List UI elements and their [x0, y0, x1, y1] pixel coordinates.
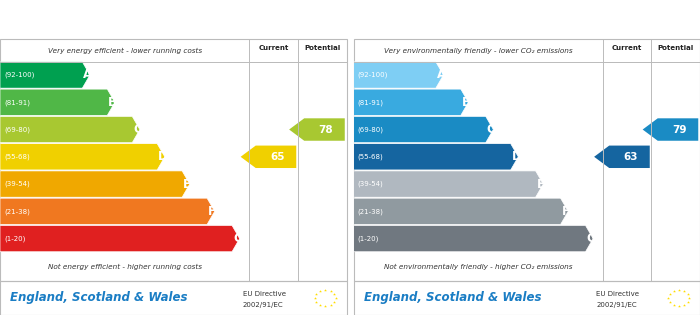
Polygon shape	[0, 198, 215, 225]
Text: B: B	[108, 96, 118, 109]
Polygon shape	[643, 118, 699, 141]
Text: E: E	[183, 178, 191, 191]
Text: (39-54): (39-54)	[358, 181, 384, 187]
Text: G: G	[587, 232, 596, 245]
Polygon shape	[594, 146, 650, 168]
Polygon shape	[354, 116, 494, 143]
Text: C: C	[133, 123, 142, 136]
Text: A: A	[83, 68, 92, 82]
Text: (21-38): (21-38)	[4, 208, 30, 215]
Text: (81-91): (81-91)	[358, 99, 384, 106]
Text: England, Scotland & Wales: England, Scotland & Wales	[364, 291, 541, 305]
Text: Current: Current	[612, 45, 643, 51]
Text: B: B	[462, 96, 471, 109]
Text: Very energy efficient - lower running costs: Very energy efficient - lower running co…	[48, 48, 202, 54]
Text: (55-68): (55-68)	[4, 153, 30, 160]
Polygon shape	[241, 146, 296, 168]
Text: Not environmentally friendly - higher CO₂ emissions: Not environmentally friendly - higher CO…	[384, 264, 573, 270]
Text: England, Scotland & Wales: England, Scotland & Wales	[10, 291, 188, 305]
Text: Current: Current	[258, 45, 289, 51]
Text: Potential: Potential	[304, 45, 340, 51]
Text: EU Directive: EU Directive	[596, 291, 639, 297]
Text: (92-100): (92-100)	[4, 72, 34, 78]
Polygon shape	[354, 171, 543, 197]
Text: Very environmentally friendly - lower CO₂ emissions: Very environmentally friendly - lower CO…	[384, 48, 573, 54]
Text: 63: 63	[624, 152, 638, 162]
Polygon shape	[0, 144, 164, 170]
Text: Energy Efficiency Rating: Energy Efficiency Rating	[82, 13, 265, 26]
Polygon shape	[354, 89, 468, 115]
Text: (69-80): (69-80)	[4, 126, 30, 133]
Polygon shape	[0, 62, 90, 88]
Text: EU Directive: EU Directive	[242, 291, 286, 297]
Polygon shape	[354, 62, 444, 88]
Text: (1-20): (1-20)	[358, 235, 379, 242]
Text: 65: 65	[270, 152, 285, 162]
Polygon shape	[289, 118, 345, 141]
Text: (21-38): (21-38)	[358, 208, 384, 215]
Text: (81-91): (81-91)	[4, 99, 30, 106]
Text: F: F	[208, 205, 216, 218]
Text: E: E	[537, 178, 545, 191]
Text: C: C	[486, 123, 496, 136]
Text: 79: 79	[672, 124, 687, 135]
Text: F: F	[561, 205, 570, 218]
Text: (55-68): (55-68)	[358, 153, 384, 160]
Text: Potential: Potential	[657, 45, 694, 51]
Text: D: D	[158, 150, 168, 163]
Text: (92-100): (92-100)	[358, 72, 388, 78]
Text: 2002/91/EC: 2002/91/EC	[596, 302, 637, 308]
Text: G: G	[233, 232, 243, 245]
Text: (69-80): (69-80)	[358, 126, 384, 133]
Text: A: A	[437, 68, 446, 82]
Text: Not energy efficient - higher running costs: Not energy efficient - higher running co…	[48, 264, 202, 270]
Polygon shape	[0, 116, 140, 143]
Text: (39-54): (39-54)	[4, 181, 30, 187]
Polygon shape	[0, 226, 239, 252]
Polygon shape	[354, 198, 568, 225]
Text: 78: 78	[318, 124, 333, 135]
Polygon shape	[0, 171, 190, 197]
Polygon shape	[354, 144, 518, 170]
Text: Environmental Impact (CO₂) Rating: Environmental Impact (CO₂) Rating	[395, 13, 658, 26]
Polygon shape	[354, 226, 593, 252]
Text: (1-20): (1-20)	[4, 235, 25, 242]
Text: 2002/91/EC: 2002/91/EC	[242, 302, 284, 308]
Text: D: D	[512, 150, 522, 163]
Polygon shape	[0, 89, 115, 115]
